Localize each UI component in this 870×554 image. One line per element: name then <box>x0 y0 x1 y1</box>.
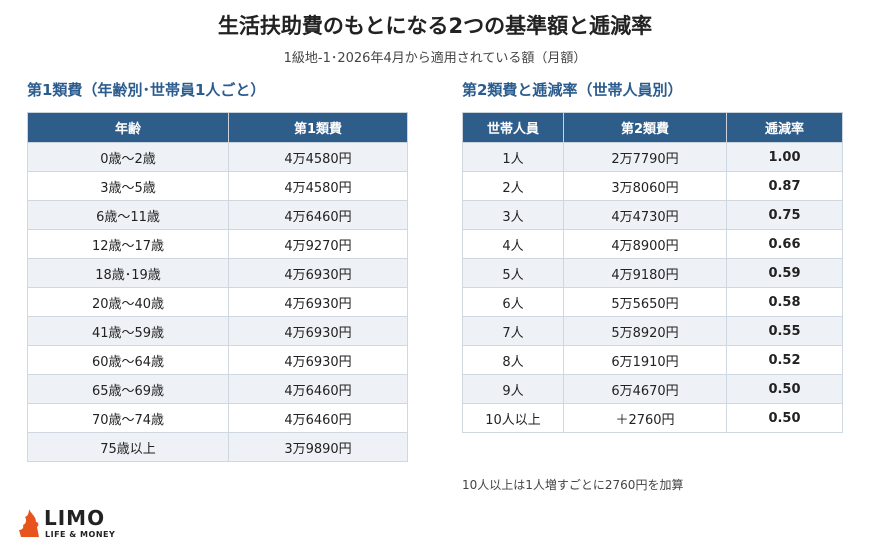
table-cell: 60歳～64歳 <box>27 345 229 375</box>
table-row: 2人 3万8060円 0.87 <box>462 171 843 201</box>
table-cell: 4万4730円 <box>563 200 727 230</box>
table-row: 75歳以上 3万9890円 <box>27 432 408 462</box>
table-cell: 0.87 <box>726 171 843 201</box>
footnote: 10人以上は1人増すごとに2760円を加算 <box>462 478 684 492</box>
table-cell: 8人 <box>462 345 564 375</box>
table-cell: 6万4670円 <box>563 374 727 404</box>
column-header-age: 年齢 <box>27 112 229 143</box>
table-cell: 3万8060円 <box>563 171 727 201</box>
table-cell: 75歳以上 <box>27 432 229 462</box>
table-cell: 3歳～5歳 <box>27 171 229 201</box>
table-cell: 4万4580円 <box>228 171 408 201</box>
table-cell: 70歳～74歳 <box>27 403 229 433</box>
table-cell: 4万6930円 <box>228 258 408 288</box>
table-cell: 0.66 <box>726 229 843 259</box>
limo-logo: LIMO LIFE & MONEY <box>18 506 118 542</box>
table-cell: 6万1910円 <box>563 345 727 375</box>
table-cell: 0.50 <box>726 374 843 404</box>
table-cell: 9人 <box>462 374 564 404</box>
table-row: 5人 4万9180円 0.59 <box>462 258 843 288</box>
table-cell: 0歳～2歳 <box>27 142 229 172</box>
table-cell: 20歳～40歳 <box>27 287 229 317</box>
table-row: 4人 4万8900円 0.66 <box>462 229 843 259</box>
second-category-table: 世帯人員 第2類費 逓減率 1人 2万7790円 1.00 2人 3万8060円 0.87… <box>462 112 843 433</box>
table-cell: 18歳･19歳 <box>27 258 229 288</box>
table-cell: 2万7790円 <box>563 142 727 172</box>
table-row: 6人 5万5650円 0.58 <box>462 287 843 317</box>
column-header-household-size: 世帯人員 <box>462 112 564 143</box>
table-cell: 4万9180円 <box>563 258 727 288</box>
column-header-second-category: 第2類費 <box>563 112 727 143</box>
table-row: 41歳～59歳 4万6930円 <box>27 316 408 346</box>
table-cell: 0.58 <box>726 287 843 317</box>
table-cell: 0.75 <box>726 200 843 230</box>
table-row: 60歳～64歳 4万6930円 <box>27 345 408 375</box>
table2-heading: 第2類費と逓減率（世帯人員別） <box>462 81 683 99</box>
table-cell: 5人 <box>462 258 564 288</box>
table-cell: 4万4580円 <box>228 142 408 172</box>
table-cell: 4万6930円 <box>228 287 408 317</box>
table-cell: 6歳～11歳 <box>27 200 229 230</box>
page-title: 生活扶助費のもとになる2つの基準額と逓減率 <box>217 14 653 38</box>
table-cell: 3万9890円 <box>228 432 408 462</box>
column-header-reduction-rate: 逓減率 <box>726 112 843 143</box>
table-cell: 10人以上 <box>462 403 564 433</box>
table-row: 9人 6万4670円 0.50 <box>462 374 843 404</box>
table-row: 10人以上 ＋2760円 0.50 <box>462 403 843 433</box>
table-row: 65歳～69歳 4万6460円 <box>27 374 408 404</box>
column-header-first-category: 第1類費 <box>228 112 408 143</box>
table-cell: 3人 <box>462 200 564 230</box>
table-row: 12歳～17歳 4万9270円 <box>27 229 408 259</box>
table-row: 3人 4万4730円 0.75 <box>462 200 843 230</box>
table-cell: 0.52 <box>726 345 843 375</box>
table-row: 70歳～74歳 4万6460円 <box>27 403 408 433</box>
table-header-row: 世帯人員 第2類費 逓減率 <box>462 112 843 143</box>
first-category-table: 年齢 第1類費 0歳～2歳 4万4580円 3歳～5歳 4万4580円 6歳～11歳 4万… <box>27 112 408 462</box>
table-cell: ＋2760円 <box>563 403 727 433</box>
table-cell: 1.00 <box>726 142 843 172</box>
table-cell: 1人 <box>462 142 564 172</box>
table1-heading: 第1類費（年齢別･世帯員1人ごと） <box>27 81 266 99</box>
table-row: 3歳～5歳 4万4580円 <box>27 171 408 201</box>
table-row: 20歳～40歳 4万6930円 <box>27 287 408 317</box>
table-cell: 4万8900円 <box>563 229 727 259</box>
logo-brand: LIMO <box>44 506 106 530</box>
table-row: 7人 5万8920円 0.55 <box>462 316 843 346</box>
table-row: 18歳･19歳 4万6930円 <box>27 258 408 288</box>
table-row: 8人 6万1910円 0.52 <box>462 345 843 375</box>
table-cell: 4万6460円 <box>228 374 408 404</box>
page-subtitle: 1級地-1･2026年4月から適用されている額（月額） <box>283 51 587 66</box>
table-cell: 41歳～59歳 <box>27 316 229 346</box>
table-cell: 4万6460円 <box>228 403 408 433</box>
table-cell: 0.59 <box>726 258 843 288</box>
table-cell: 12歳～17歳 <box>27 229 229 259</box>
logo-tagline: LIFE & MONEY <box>45 530 116 539</box>
table-row: 0歳～2歳 4万4580円 <box>27 142 408 172</box>
table-cell: 4万6930円 <box>228 316 408 346</box>
table-cell: 7人 <box>462 316 564 346</box>
table-row: 1人 2万7790円 1.00 <box>462 142 843 172</box>
table-row: 6歳～11歳 4万6460円 <box>27 200 408 230</box>
table-cell: 4万6930円 <box>228 345 408 375</box>
table-cell: 5万8920円 <box>563 316 727 346</box>
table-cell: 4万9270円 <box>228 229 408 259</box>
table-cell: 0.50 <box>726 403 843 433</box>
table-cell: 4万6460円 <box>228 200 408 230</box>
table-cell: 0.55 <box>726 316 843 346</box>
table-cell: 2人 <box>462 171 564 201</box>
table-header-row: 年齢 第1類費 <box>27 112 408 143</box>
table-cell: 6人 <box>462 287 564 317</box>
table-cell: 4人 <box>462 229 564 259</box>
table-cell: 65歳～69歳 <box>27 374 229 404</box>
table-cell: 5万5650円 <box>563 287 727 317</box>
limo-flame-icon <box>19 509 39 537</box>
